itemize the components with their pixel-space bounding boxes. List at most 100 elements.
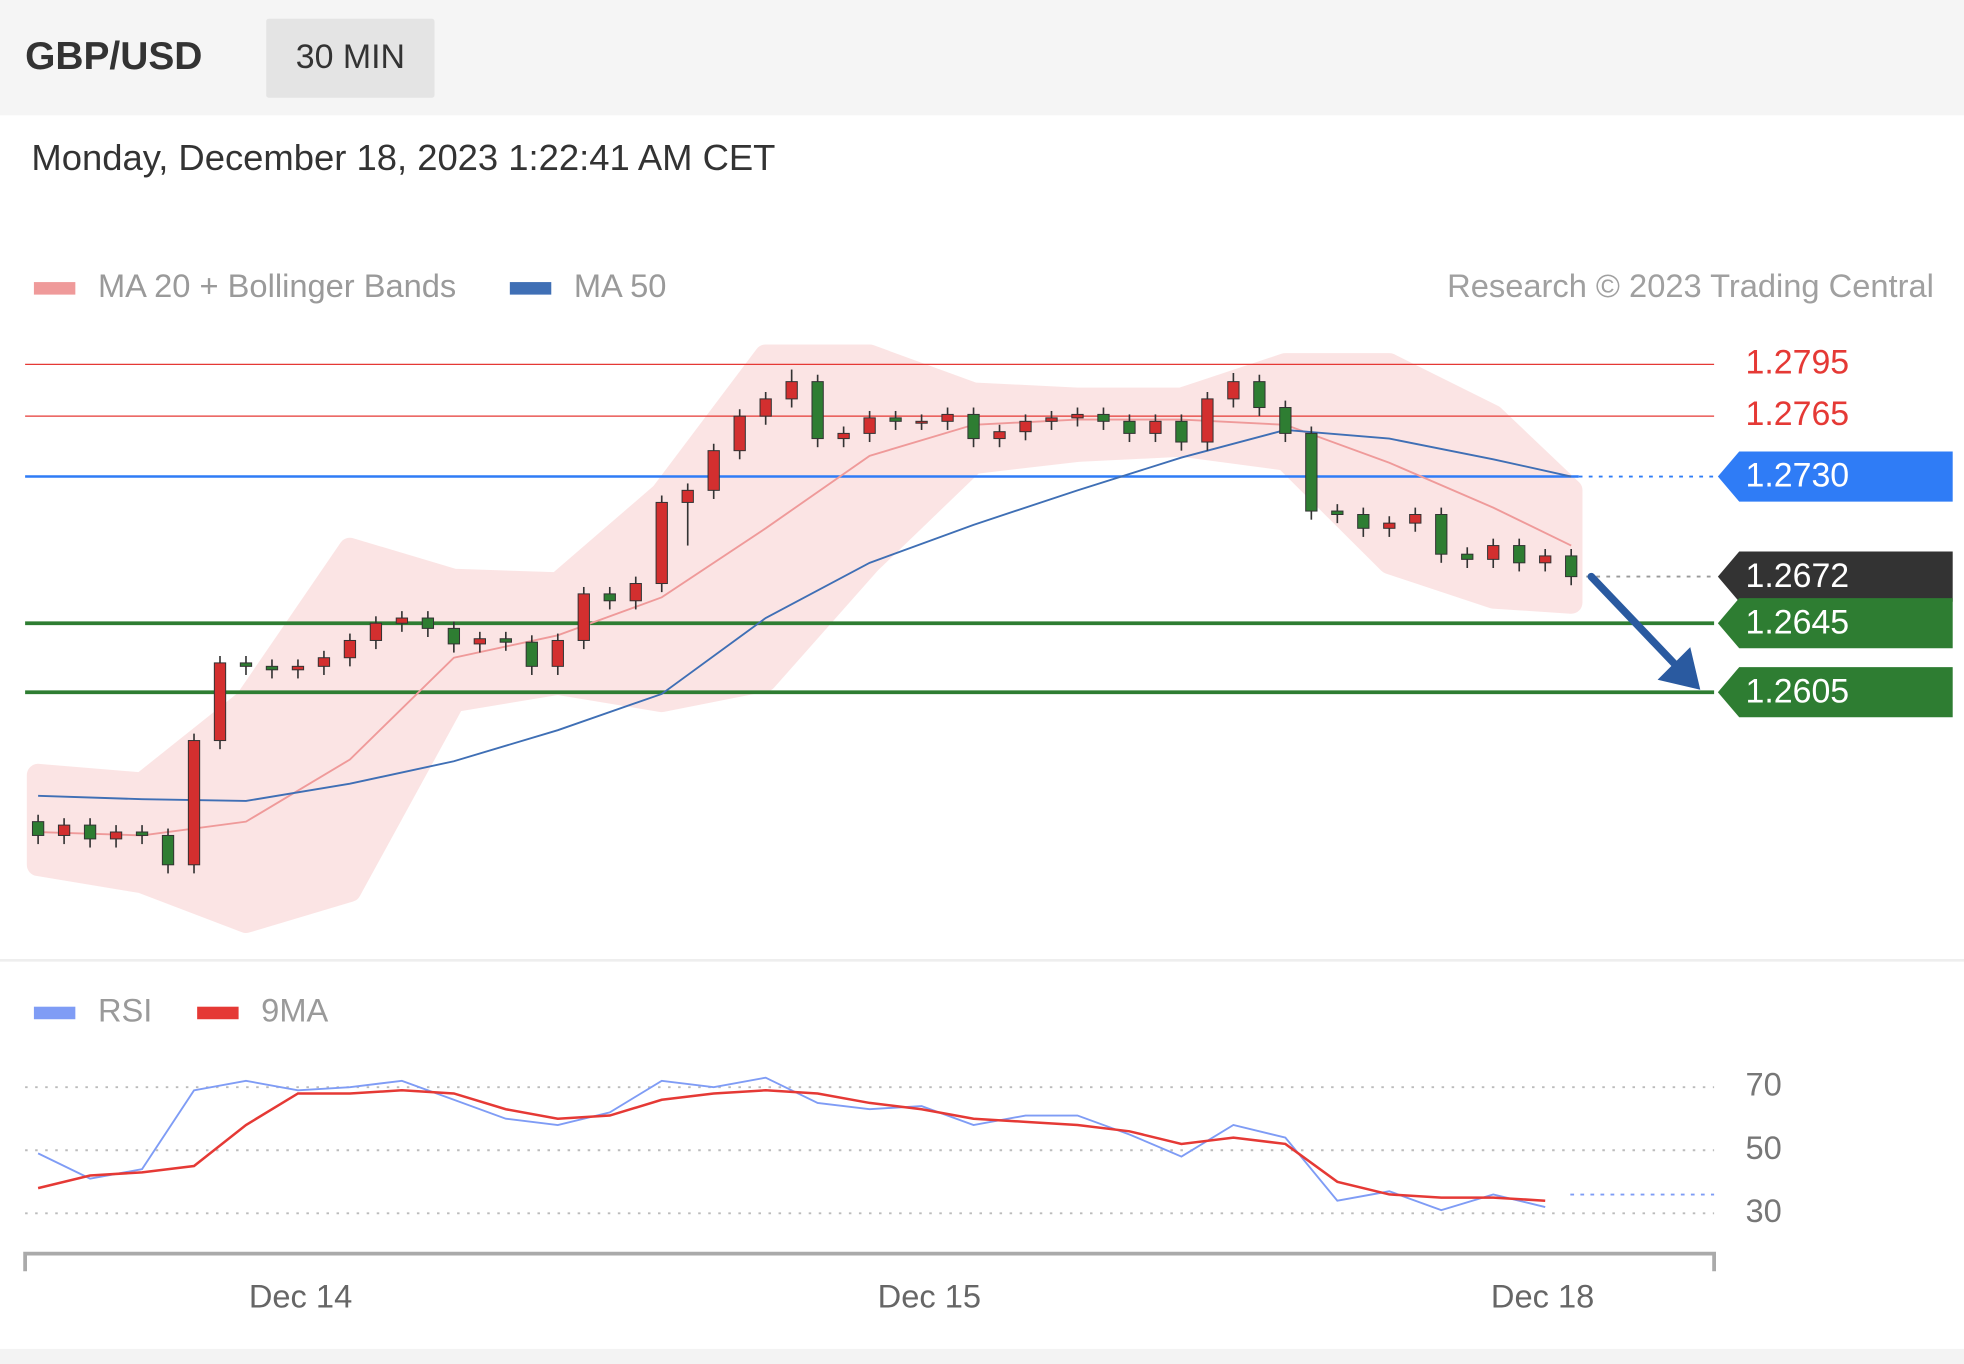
level-label: 1.2645 bbox=[1745, 603, 1849, 641]
x-tick-label: Dec 18 bbox=[1491, 1277, 1594, 1314]
bollinger-band bbox=[26, 344, 1583, 934]
y-tick-label: 30 bbox=[1745, 1192, 1781, 1229]
candle-body bbox=[1331, 510, 1344, 516]
indicator-line bbox=[37, 1076, 1546, 1212]
candle-body bbox=[655, 501, 668, 585]
level-label: 1.2730 bbox=[1745, 457, 1849, 495]
candle-body bbox=[525, 641, 538, 667]
candle-body bbox=[395, 617, 409, 624]
legend-label: RSI bbox=[98, 992, 152, 1029]
legend-swatch bbox=[33, 1006, 76, 1020]
y-tick-label: 70 bbox=[1745, 1066, 1781, 1103]
candle-body bbox=[1175, 420, 1188, 443]
candle-body bbox=[889, 417, 902, 422]
candle-body bbox=[681, 489, 694, 503]
candle-body bbox=[1253, 381, 1266, 409]
candle-body bbox=[1097, 413, 1110, 422]
candle-body bbox=[369, 622, 383, 641]
candle-body bbox=[863, 417, 876, 434]
candle-body bbox=[187, 740, 201, 866]
x-tick-label: Dec 14 bbox=[249, 1277, 352, 1314]
legend-swatch bbox=[197, 1006, 239, 1020]
candle-body bbox=[915, 420, 928, 424]
candle-body bbox=[317, 657, 331, 667]
indicator-line bbox=[37, 1089, 1546, 1202]
candle-body bbox=[343, 639, 357, 659]
forecast-arrow bbox=[1587, 572, 1682, 671]
moving-average bbox=[38, 418, 1572, 837]
candle-body bbox=[1201, 398, 1214, 443]
candle-body bbox=[837, 432, 850, 440]
candle-body bbox=[1227, 381, 1240, 400]
candle-body bbox=[1565, 555, 1578, 578]
candle-body bbox=[707, 450, 720, 491]
candle-body bbox=[733, 415, 746, 452]
candle-body bbox=[265, 665, 279, 671]
candle-body bbox=[1149, 420, 1162, 434]
timestamp: Monday, December 18, 2023 1:22:41 AM CET bbox=[31, 137, 775, 178]
candle-body bbox=[499, 638, 512, 643]
level-label: 1.2605 bbox=[1745, 672, 1849, 710]
candle-body bbox=[239, 662, 253, 667]
level-tag bbox=[1717, 451, 1953, 502]
interval[interactable]: 30 MIN bbox=[296, 38, 405, 76]
candle-body bbox=[1383, 522, 1396, 529]
candle-body bbox=[1435, 513, 1448, 555]
legend-swatch bbox=[33, 282, 76, 295]
candle-body bbox=[161, 834, 175, 866]
candle-body bbox=[1123, 420, 1136, 434]
x-axis bbox=[23, 1251, 1716, 1272]
x-tick-label: Dec 15 bbox=[878, 1277, 981, 1314]
candle-body bbox=[291, 665, 305, 671]
candle-body bbox=[1071, 413, 1084, 419]
candle-body bbox=[577, 593, 590, 641]
forecast-arrowhead bbox=[1657, 647, 1701, 690]
candle-body bbox=[759, 398, 772, 417]
candle-body bbox=[57, 824, 71, 836]
candle-body bbox=[967, 413, 980, 440]
candle-body bbox=[993, 431, 1006, 440]
candle-body bbox=[447, 627, 461, 645]
moving-average bbox=[38, 428, 1572, 802]
level-label: 1.2672 bbox=[1745, 557, 1849, 595]
level-label: 1.2765 bbox=[1745, 395, 1849, 433]
symbol: GBP/USD bbox=[25, 35, 202, 78]
level-tag bbox=[1717, 598, 1953, 649]
footer-bar bbox=[0, 1348, 1964, 1364]
candle-body bbox=[473, 638, 486, 645]
copyright: Research © 2023 Trading Central bbox=[1447, 267, 1934, 304]
candle-body bbox=[1409, 513, 1422, 524]
interval-button[interactable] bbox=[266, 18, 435, 98]
candle-body bbox=[785, 381, 798, 400]
candle-body bbox=[603, 593, 616, 602]
candle-body bbox=[1045, 417, 1058, 422]
candle-body bbox=[1279, 407, 1292, 434]
candle-body bbox=[31, 821, 45, 836]
legend-label: MA 50 bbox=[574, 267, 667, 304]
legend-swatch bbox=[509, 282, 552, 295]
y-tick-label: 50 bbox=[1745, 1129, 1781, 1166]
legend-label: 9MA bbox=[261, 992, 328, 1029]
level-tag bbox=[1717, 667, 1953, 718]
candle-body bbox=[551, 639, 564, 667]
candle-body bbox=[213, 662, 227, 742]
candle-body bbox=[941, 413, 954, 422]
candle-body bbox=[1487, 545, 1500, 560]
candle-body bbox=[1461, 553, 1474, 560]
candle-body bbox=[1019, 420, 1032, 433]
candle-body bbox=[629, 583, 642, 602]
candle-body bbox=[1539, 555, 1552, 564]
candle-body bbox=[1305, 432, 1318, 512]
level-label: 1.2795 bbox=[1745, 343, 1849, 381]
candle-body bbox=[109, 831, 123, 840]
candle-body bbox=[1357, 513, 1370, 529]
candle-body bbox=[811, 381, 824, 440]
candle-body bbox=[135, 831, 149, 836]
candle-body bbox=[83, 824, 97, 840]
level-tag bbox=[1717, 551, 1953, 602]
candle-body bbox=[421, 617, 435, 629]
legend-label: MA 20 + Bollinger Bands bbox=[98, 267, 456, 304]
candle-body bbox=[1513, 545, 1526, 564]
